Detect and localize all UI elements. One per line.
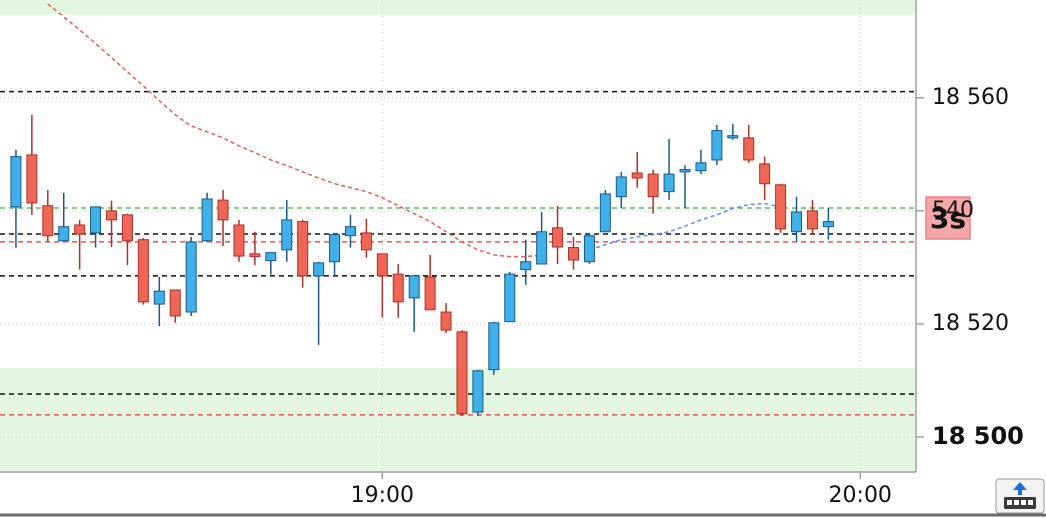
candle-body: [440, 311, 452, 331]
candle-body: [822, 221, 834, 228]
candle-body: [552, 227, 564, 248]
candle-body: [169, 289, 181, 317]
candle-body: [408, 275, 420, 299]
candle-body: [376, 253, 388, 277]
candle-body: [153, 290, 165, 305]
average-line: [47, 3, 542, 258]
candle-body: [631, 172, 643, 179]
x-tick-label: 19:00: [351, 483, 414, 508]
key: [1007, 500, 1012, 505]
candle-body: [392, 273, 404, 303]
candle-body: [121, 214, 133, 242]
candle-body: [90, 206, 102, 234]
candle-body: [424, 276, 436, 311]
candle-body: [329, 234, 341, 263]
candle-body: [26, 154, 38, 204]
toolbar-button[interactable]: [995, 478, 1045, 514]
candle-body: [695, 162, 707, 172]
candle-body: [727, 135, 739, 139]
candle-body: [233, 224, 245, 257]
candle-body: [472, 370, 484, 413]
key: [1014, 500, 1019, 505]
highlight-band: [0, 0, 916, 15]
y-tick-label: 18 520: [932, 311, 1009, 336]
candle-body: [599, 193, 611, 233]
candle-body: [74, 224, 86, 235]
candle-body: [10, 156, 22, 208]
y-tick-label: 18 560: [932, 85, 1009, 110]
candle-body: [360, 232, 372, 251]
plot-area: [0, 0, 916, 472]
candle-body: [456, 331, 468, 415]
candle-body: [806, 210, 818, 230]
candle-body: [504, 273, 516, 323]
current-time-badge: 3s: [925, 196, 971, 240]
candle-body: [265, 252, 277, 262]
candle-body: [775, 184, 787, 230]
candle-body: [185, 241, 197, 313]
candle-body: [679, 169, 691, 173]
candle-body: [583, 235, 595, 263]
up-arrow-icon: [1013, 482, 1027, 495]
badge-text: 3s: [930, 202, 966, 235]
candle-body: [488, 322, 500, 371]
candle-body: [536, 231, 548, 265]
candle-body: [647, 173, 659, 198]
candle-body: [711, 130, 723, 161]
x-tick-label: 20:00: [829, 483, 892, 508]
candle-body: [344, 226, 356, 237]
key: [1021, 500, 1026, 505]
average-line: [589, 202, 781, 251]
candle-body: [201, 198, 213, 242]
y-tick-label: 18 500: [932, 422, 1024, 450]
candle-body: [759, 163, 771, 185]
key: [1028, 500, 1033, 505]
candle-body: [663, 173, 675, 193]
candle-body: [42, 205, 54, 237]
candle-body: [567, 247, 579, 261]
candle-body: [281, 219, 293, 251]
candle-body: [217, 199, 229, 221]
candle-body: [520, 261, 532, 271]
candle-body: [313, 262, 325, 277]
candle-body: [106, 210, 118, 221]
candle-body: [58, 226, 70, 242]
candle-body: [743, 137, 755, 161]
candle-body: [615, 176, 627, 198]
candle-body: [791, 211, 803, 233]
candle-body: [297, 221, 309, 277]
y-tick-label: 540: [932, 198, 974, 223]
candle-body: [249, 253, 261, 258]
badge-box: [925, 196, 971, 240]
candle-body: [137, 239, 149, 303]
